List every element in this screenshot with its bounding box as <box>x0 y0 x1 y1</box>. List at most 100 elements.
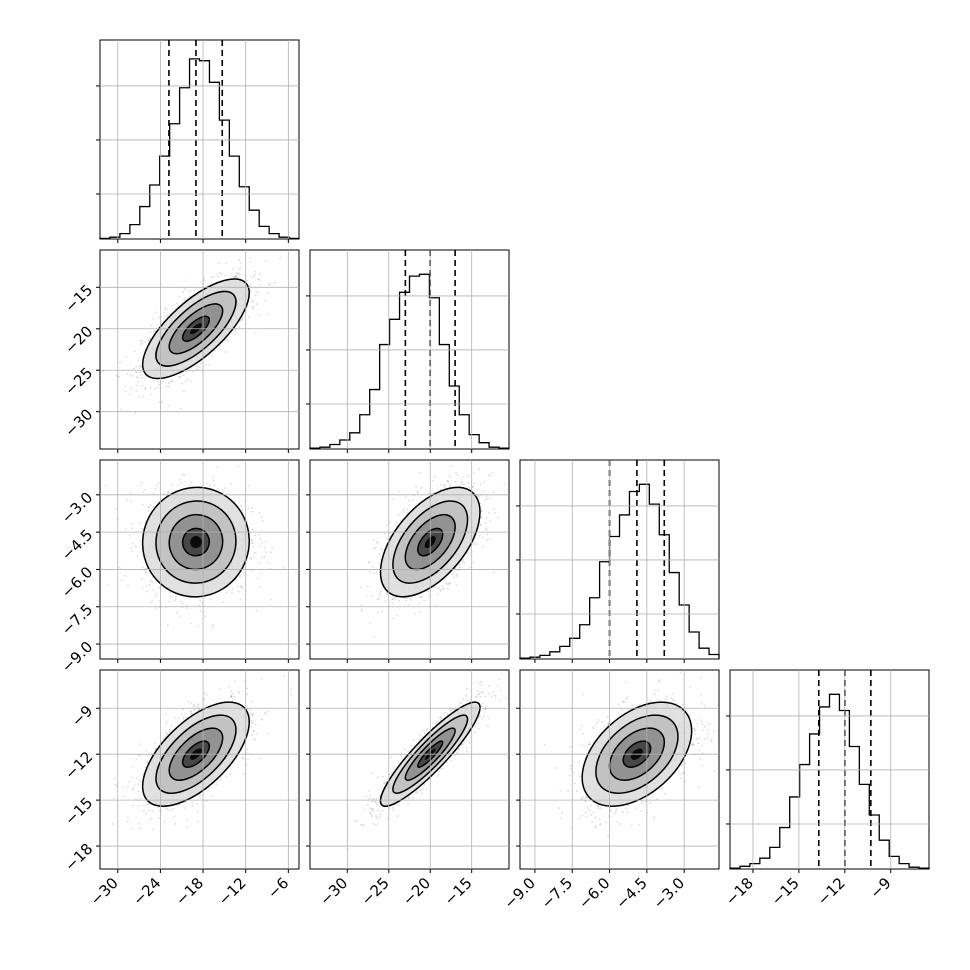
sample-point <box>154 595 157 598</box>
sample-point <box>147 509 150 512</box>
sample-point <box>386 593 388 596</box>
sample-point <box>433 475 436 478</box>
sample-point <box>476 543 478 545</box>
sample-point <box>443 587 446 590</box>
sample-point <box>141 504 144 506</box>
y-tick-label: −3.0 <box>58 488 96 526</box>
sample-point <box>216 466 219 469</box>
sample-point <box>169 381 172 384</box>
density-contour <box>181 315 211 342</box>
sample-point <box>147 339 149 342</box>
sample-point <box>206 483 209 485</box>
sample-point <box>135 371 137 374</box>
sample-point <box>144 571 147 574</box>
sample-point <box>148 584 151 587</box>
sample-point <box>407 603 410 606</box>
sample-point <box>251 539 253 542</box>
sample-point <box>174 598 177 601</box>
sample-point <box>220 779 222 781</box>
sample-point <box>135 390 138 392</box>
sample-point <box>161 401 164 404</box>
sample-point <box>467 482 470 485</box>
sample-point <box>484 499 486 502</box>
sample-point <box>179 407 182 410</box>
sample-point <box>184 807 187 809</box>
sample-point <box>141 566 144 569</box>
sample-point <box>256 577 259 580</box>
y-tick-label: −20 <box>61 322 96 357</box>
sample-point <box>153 380 156 382</box>
sample-point <box>135 371 138 374</box>
sample-point <box>447 587 449 590</box>
sample-point <box>188 290 191 293</box>
sample-point <box>216 273 219 276</box>
sample-point <box>198 366 201 369</box>
sample-point <box>223 487 226 489</box>
sample-point <box>168 600 171 603</box>
sample-point <box>249 256 251 259</box>
sample-point <box>167 491 169 494</box>
sample-point <box>212 479 215 482</box>
sample-point <box>156 484 158 487</box>
sample-point <box>208 364 211 366</box>
sample-point <box>154 742 156 745</box>
sample-point <box>240 319 242 322</box>
sample-point <box>248 485 251 487</box>
sample-point <box>489 474 492 476</box>
sample-point <box>467 474 469 477</box>
sample-point <box>377 598 380 600</box>
sample-point <box>151 599 154 602</box>
sample-point <box>165 733 168 735</box>
sample-point <box>398 490 401 493</box>
sample-point <box>437 587 440 589</box>
sample-point <box>148 507 150 509</box>
sample-point <box>211 355 214 358</box>
sample-point <box>213 484 216 487</box>
sample-point <box>224 351 227 353</box>
density-contour <box>168 303 224 355</box>
sample-point <box>150 393 153 396</box>
sample-point <box>448 475 451 478</box>
sample-point <box>139 522 141 525</box>
sample-point <box>380 610 383 613</box>
sample-point <box>186 378 189 381</box>
sample-point <box>485 527 488 530</box>
sample-point <box>359 587 362 589</box>
sample-point <box>254 551 257 554</box>
sample-point <box>255 331 257 334</box>
sample-point <box>442 484 445 487</box>
y-tick-label: −4.5 <box>58 526 96 564</box>
sample-point <box>180 713 183 716</box>
sample-point <box>126 498 128 501</box>
sample-point <box>254 534 257 537</box>
sample-point <box>250 542 253 545</box>
sample-point <box>446 583 449 586</box>
sample-point <box>144 387 147 390</box>
sample-point <box>419 471 421 474</box>
sample-point <box>485 498 488 500</box>
sample-point <box>493 511 496 514</box>
sample-point <box>462 476 465 479</box>
sample-point <box>104 485 107 488</box>
sample-point <box>169 595 172 598</box>
sample-point <box>166 315 168 317</box>
sample-point <box>374 546 377 549</box>
sample-point <box>131 374 134 377</box>
sample-point <box>263 546 266 549</box>
sample-point <box>365 595 368 597</box>
sample-point <box>199 610 202 612</box>
sample-point <box>142 395 144 398</box>
sample-point <box>119 408 122 411</box>
sample-point <box>448 582 451 585</box>
sample-point <box>503 482 506 485</box>
sample-point <box>135 384 138 387</box>
sample-point <box>192 370 195 373</box>
sample-point <box>167 490 170 493</box>
sample-point <box>151 580 154 583</box>
sample-point <box>178 296 181 298</box>
sample-point <box>131 523 134 525</box>
sample-point <box>241 586 244 589</box>
sample-point <box>377 612 379 614</box>
sample-point <box>127 584 129 587</box>
sample-point <box>251 569 254 572</box>
